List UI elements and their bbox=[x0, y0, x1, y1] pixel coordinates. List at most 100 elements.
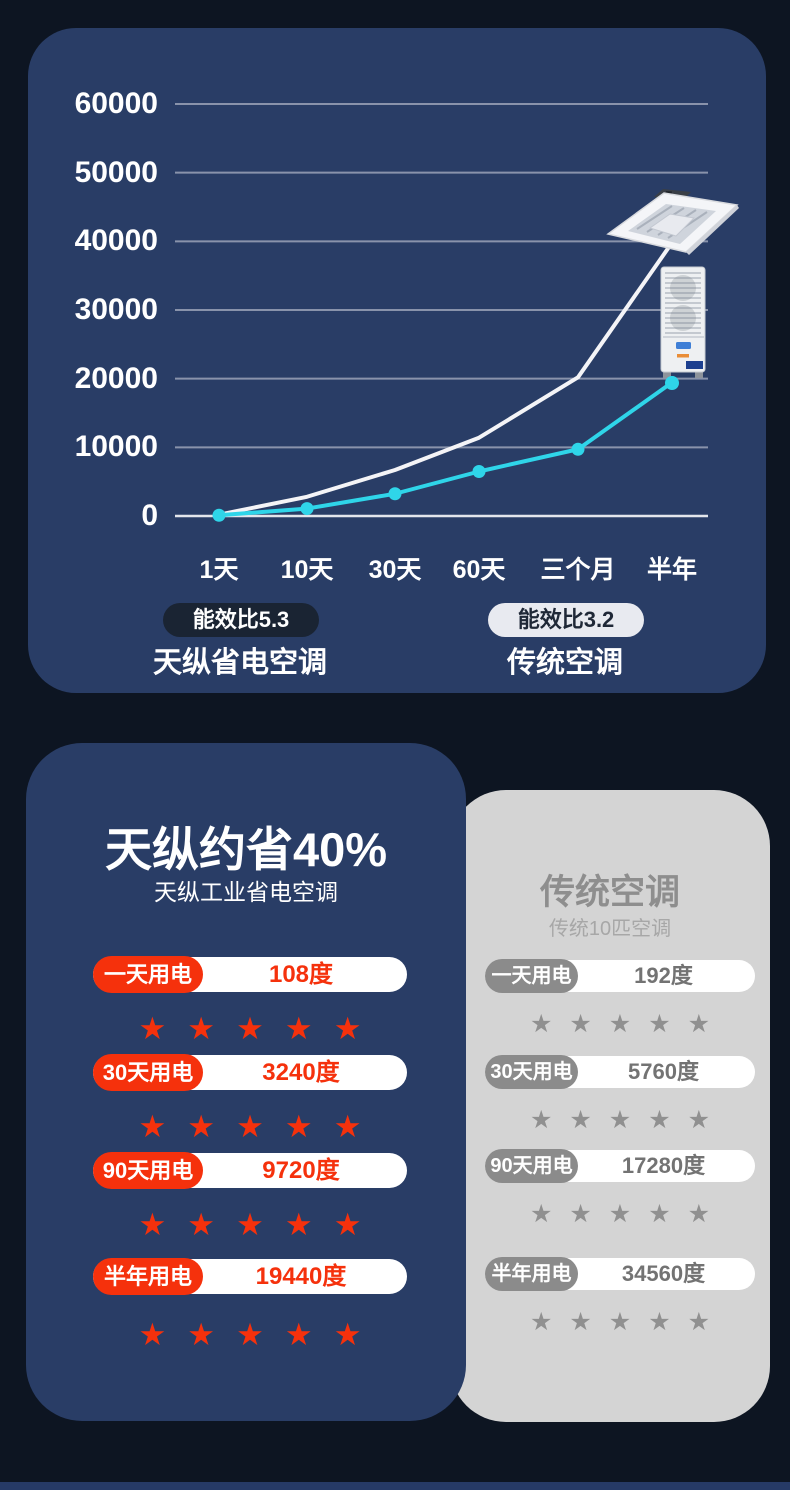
usage-label-pill: 30天用电 bbox=[93, 1054, 203, 1091]
star-icon: ★ bbox=[687, 1308, 711, 1336]
star-icon: ★ bbox=[236, 1011, 264, 1046]
data-point-marker bbox=[300, 502, 314, 516]
y-axis-tick-label: 60000 bbox=[74, 87, 158, 120]
star-icon: ★ bbox=[569, 1106, 592, 1134]
star-icon: ★ bbox=[138, 1207, 167, 1242]
star-icon: ★ bbox=[569, 1200, 592, 1228]
usage-value: 5760度 bbox=[628, 1059, 699, 1084]
star-icon: ★ bbox=[284, 1011, 313, 1046]
usage-row: 90天用电 9720度 bbox=[93, 1152, 407, 1189]
y-axis-tick-label: 40000 bbox=[74, 224, 158, 258]
ceiling-cassette-ac-image bbox=[604, 188, 740, 256]
traditional-ac-panel: 传统空调 传统10匹空调 一天用电 192度 ★ ★ ★ ★ ★ 30天用电 5760度… bbox=[450, 790, 770, 1422]
usage-value: 3240度 bbox=[262, 1059, 340, 1086]
usage-row: 90天用电 17280度 bbox=[485, 1149, 755, 1183]
legend-badge-traditional: 能效比3.2 bbox=[488, 603, 644, 637]
legend-label-tianzong: 天纵省电空调 bbox=[152, 647, 327, 679]
star-icon: ★ bbox=[333, 1207, 362, 1242]
star-icon: ★ bbox=[138, 1109, 167, 1144]
star-icon: ★ bbox=[687, 1200, 711, 1228]
cabinet-ac-image bbox=[660, 266, 707, 380]
usage-label-pill: 半年用电 bbox=[93, 1258, 203, 1295]
usage-row: 半年用电 19440度 bbox=[93, 1258, 407, 1295]
usage-row: 一天用电 192度 bbox=[485, 959, 755, 993]
star-icon: ★ bbox=[187, 1317, 216, 1352]
y-axis-tick-label: 20000 bbox=[74, 361, 158, 395]
star-icon: ★ bbox=[569, 1308, 592, 1336]
next-section-edge bbox=[0, 1482, 790, 1490]
legend-badge-tianzong: 能效比5.3 bbox=[163, 603, 319, 637]
star-icon: ★ bbox=[284, 1109, 313, 1144]
traditional-panel-title: 传统空调 bbox=[539, 873, 680, 912]
star-icon: ★ bbox=[529, 1308, 553, 1336]
usage-label-pill: 30天用电 bbox=[485, 1055, 578, 1089]
usage-row: 30天用电 3240度 bbox=[93, 1054, 407, 1091]
x-axis-tick-label: 10天 bbox=[280, 556, 334, 584]
usage-value: 17280度 bbox=[621, 1153, 706, 1178]
star-icon: ★ bbox=[187, 1109, 216, 1144]
usage-row: 30天用电 5760度 bbox=[485, 1055, 755, 1089]
star-icon: ★ bbox=[284, 1207, 313, 1242]
star-icon: ★ bbox=[284, 1317, 313, 1352]
x-axis-tick-label: 三个月 bbox=[540, 556, 616, 584]
star-icon: ★ bbox=[333, 1011, 362, 1046]
tianzong-panel-title: 天纵约省40% bbox=[104, 823, 388, 876]
star-icon: ★ bbox=[138, 1317, 167, 1352]
star-icon: ★ bbox=[648, 1308, 671, 1336]
star-icon: ★ bbox=[529, 1200, 553, 1228]
y-axis-tick-label: 30000 bbox=[74, 293, 158, 326]
star-icon: ★ bbox=[333, 1317, 362, 1352]
usage-label-pill: 90天用电 bbox=[485, 1149, 578, 1183]
data-point-marker bbox=[212, 508, 226, 522]
usage-value: 19440度 bbox=[255, 1263, 347, 1290]
star-icon: ★ bbox=[648, 1200, 671, 1228]
tianzong-panel-subtitle: 天纵工业省电空调 bbox=[154, 879, 338, 905]
y-axis-tick-label: 50000 bbox=[74, 155, 158, 189]
usage-label-pill: 一天用电 bbox=[485, 959, 578, 993]
star-rating: ★ ★ ★ ★ ★ bbox=[485, 1106, 755, 1134]
usage-label-pill: 半年用电 bbox=[485, 1257, 578, 1291]
star-icon: ★ bbox=[608, 1308, 632, 1336]
chart-card: 0 10000 20000 30000 40000 50000 60000 1天 10天 30天… bbox=[28, 28, 766, 693]
usage-value: 108度 bbox=[268, 961, 334, 988]
usage-label-pill: 90天用电 bbox=[93, 1152, 203, 1189]
star-icon: ★ bbox=[648, 1010, 671, 1038]
star-icon: ★ bbox=[687, 1010, 711, 1038]
star-icon: ★ bbox=[648, 1106, 671, 1134]
y-axis-tick-label: 10000 bbox=[74, 430, 158, 464]
data-point-marker bbox=[388, 487, 402, 501]
data-point-marker bbox=[571, 442, 585, 456]
usage-value: 192度 bbox=[634, 963, 693, 988]
series-line bbox=[217, 240, 674, 517]
star-icon: ★ bbox=[187, 1207, 216, 1242]
star-rating: ★ ★ ★ ★ ★ bbox=[93, 1013, 407, 1045]
star-rating: ★ ★ ★ ★ ★ bbox=[485, 1200, 755, 1228]
tianzong-panel: 天纵约省40% 天纵工业省电空调 一天用电 108度 ★ ★ ★ ★ ★ 30天用电 3… bbox=[26, 743, 466, 1421]
usage-value: 9720度 bbox=[262, 1157, 340, 1184]
star-icon: ★ bbox=[236, 1109, 264, 1144]
usage-row: 一天用电 108度 bbox=[93, 956, 407, 993]
star-rating: ★ ★ ★ ★ ★ bbox=[93, 1111, 407, 1143]
star-icon: ★ bbox=[236, 1317, 264, 1352]
star-icon: ★ bbox=[608, 1106, 632, 1134]
star-icon: ★ bbox=[608, 1200, 632, 1228]
star-icon: ★ bbox=[529, 1106, 553, 1134]
star-icon: ★ bbox=[687, 1106, 711, 1134]
legend-label-traditional: 传统空调 bbox=[506, 647, 623, 679]
star-rating: ★ ★ ★ ★ ★ bbox=[93, 1319, 407, 1351]
x-axis-tick-label: 1天 bbox=[199, 556, 239, 584]
star-icon: ★ bbox=[608, 1010, 632, 1038]
star-icon: ★ bbox=[236, 1207, 264, 1242]
series-end-marker bbox=[665, 376, 679, 390]
line-chart bbox=[175, 103, 708, 522]
usage-row: 半年用电 34560度 bbox=[485, 1257, 755, 1291]
traditional-panel-subtitle: 传统10匹空调 bbox=[548, 918, 672, 940]
y-axis-tick-label: 0 bbox=[141, 499, 158, 532]
x-axis-tick-label: 半年 bbox=[646, 556, 697, 584]
star-rating: ★ ★ ★ ★ ★ bbox=[485, 1308, 755, 1336]
x-axis-tick-label: 60天 bbox=[452, 556, 506, 584]
series-line bbox=[217, 380, 674, 518]
usage-value: 34560度 bbox=[621, 1261, 706, 1286]
star-rating: ★ ★ ★ ★ ★ bbox=[93, 1209, 407, 1241]
data-point-marker bbox=[472, 465, 486, 479]
